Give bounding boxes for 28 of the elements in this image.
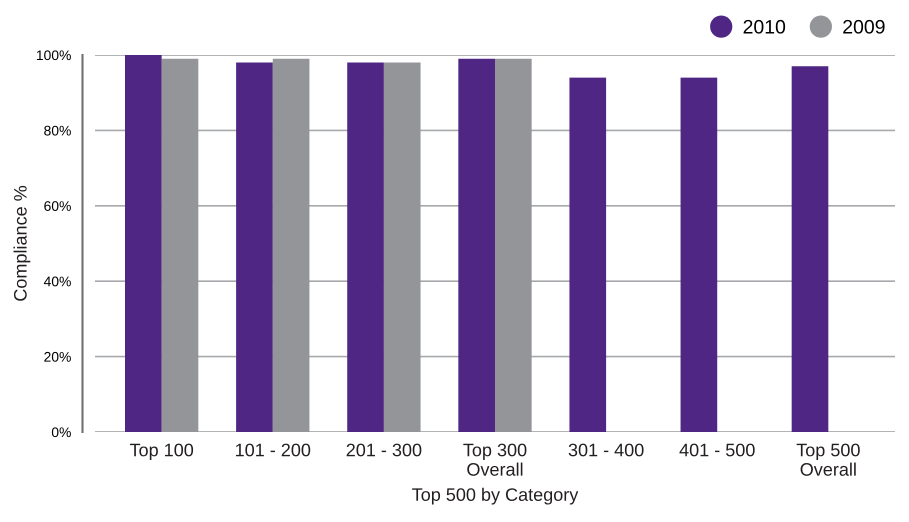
y-axis-title: Compliance %	[13, 186, 30, 301]
legend-label: 2010	[744, 20, 786, 34]
bar	[495, 58, 532, 432]
bar	[680, 78, 718, 432]
y-tick-label: 40%	[44, 276, 71, 286]
y-tick-label: 100%	[36, 50, 71, 60]
y-tick-label: 0%	[52, 427, 71, 438]
y-tick-label: 60%	[44, 201, 71, 211]
bar	[125, 55, 162, 432]
x-tick-label: 401 - 500	[679, 444, 755, 456]
y-tick-label: 20%	[44, 352, 71, 362]
bar	[792, 66, 828, 432]
y-tick-label: 80%	[44, 126, 71, 136]
x-tick-label: Top 300 Overall	[463, 444, 526, 476]
bar	[347, 62, 384, 432]
bar	[569, 78, 606, 432]
legend-label: 2009	[843, 20, 885, 34]
x-axis-title: Top 500 by Category	[412, 488, 578, 505]
x-tick-label: Top 500 Overall	[796, 444, 860, 476]
bar	[236, 62, 273, 432]
bar	[162, 58, 198, 432]
bar	[272, 58, 310, 432]
x-tick-label: 201 - 300	[346, 444, 422, 456]
bar	[458, 58, 495, 432]
x-tick-label: 101 - 200	[236, 444, 310, 456]
bar	[384, 62, 421, 432]
x-tick-label: Top 100	[130, 444, 194, 460]
x-tick-label: 301 - 400	[568, 444, 644, 456]
